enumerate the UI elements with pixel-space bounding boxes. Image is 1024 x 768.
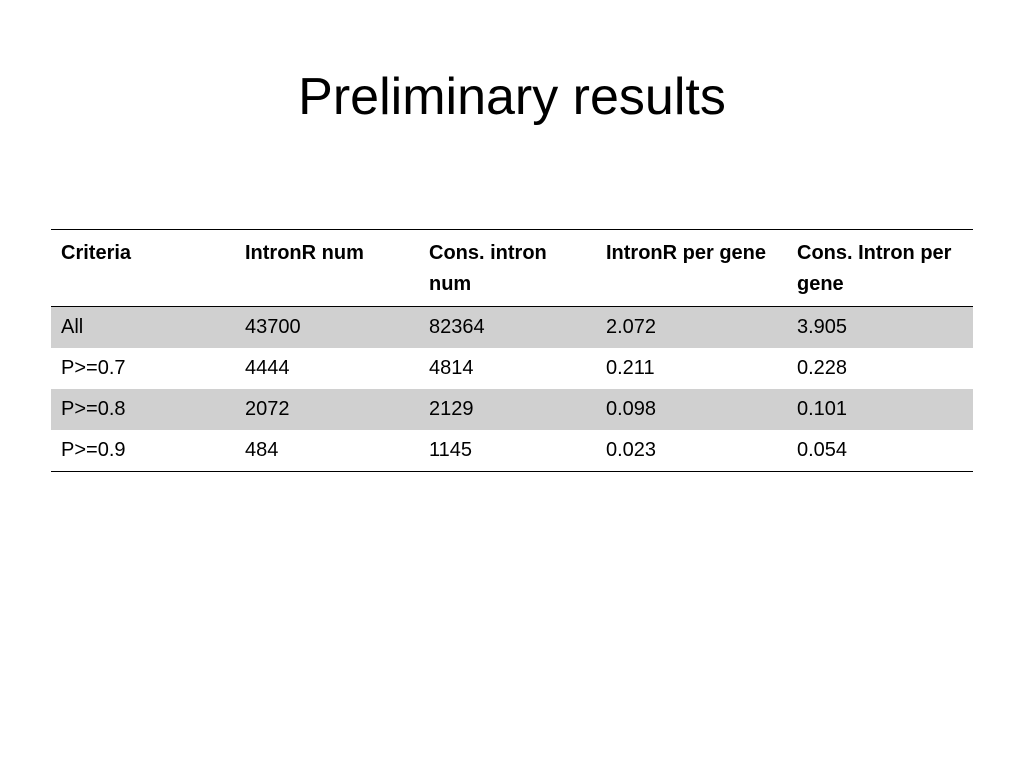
- table-cell: 0.023: [606, 439, 657, 461]
- table-body: All 43700 82364 2.072 3.905 P>=0.7 4444 …: [51, 306, 973, 472]
- results-table-container: Criteria IntronR num Cons. intron num In…: [51, 229, 973, 472]
- header-row: Criteria IntronR num Cons. intron num In…: [51, 229, 973, 307]
- results-table: Criteria IntronR num Cons. intron num In…: [51, 229, 973, 472]
- table-cell: 0.211: [606, 357, 655, 379]
- table-row: P>=0.9 484 1145 0.023 0.054: [51, 430, 973, 472]
- slide-title: Preliminary results: [298, 68, 726, 126]
- table-cell: 0.101: [797, 398, 848, 420]
- table-cell: 2.072: [606, 316, 657, 338]
- table-cell: 3.905: [797, 316, 848, 338]
- table-row: All 43700 82364 2.072 3.905: [51, 306, 973, 348]
- table-cell: 43700: [245, 316, 301, 338]
- table-cell: 0.228: [797, 357, 848, 379]
- header-cell-intronr-per-gene: IntronR per gene: [606, 242, 767, 264]
- table-cell: P>=0.7: [61, 357, 126, 379]
- table-cell: 1145: [429, 439, 473, 461]
- table-cell: 2072: [245, 398, 290, 420]
- table-cell: 82364: [429, 316, 485, 338]
- table-cell: 484: [245, 439, 279, 461]
- header-cell-intronr-num: IntronR num: [245, 242, 364, 264]
- table-cell: 0.054: [797, 439, 848, 461]
- table-header: Criteria IntronR num Cons. intron num In…: [51, 229, 973, 307]
- table-cell: 0.098: [606, 398, 657, 420]
- table-cell: All: [61, 316, 84, 338]
- table-cell: 2129: [429, 398, 474, 420]
- table-cell: 4814: [429, 357, 474, 379]
- header-cell-cons-intron-per-gene: Cons. Intron per gene: [797, 242, 952, 295]
- header-cell-cons-intron-num: Cons. intron num: [429, 242, 547, 295]
- table-row: P>=0.8 2072 2129 0.098 0.101: [51, 389, 973, 430]
- table-cell: P>=0.9: [61, 439, 126, 461]
- table-row: P>=0.7 4444 4814 0.211 0.228: [51, 348, 973, 389]
- table-cell: 4444: [245, 357, 290, 379]
- table-cell: P>=0.8: [61, 398, 126, 420]
- header-cell-criteria: Criteria: [61, 242, 132, 264]
